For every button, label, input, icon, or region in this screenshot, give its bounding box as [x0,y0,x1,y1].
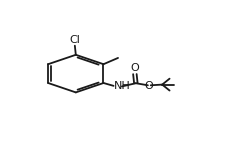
Text: Cl: Cl [70,34,80,45]
Text: O: O [145,81,154,91]
Text: NH: NH [114,81,131,91]
Text: O: O [130,63,139,73]
